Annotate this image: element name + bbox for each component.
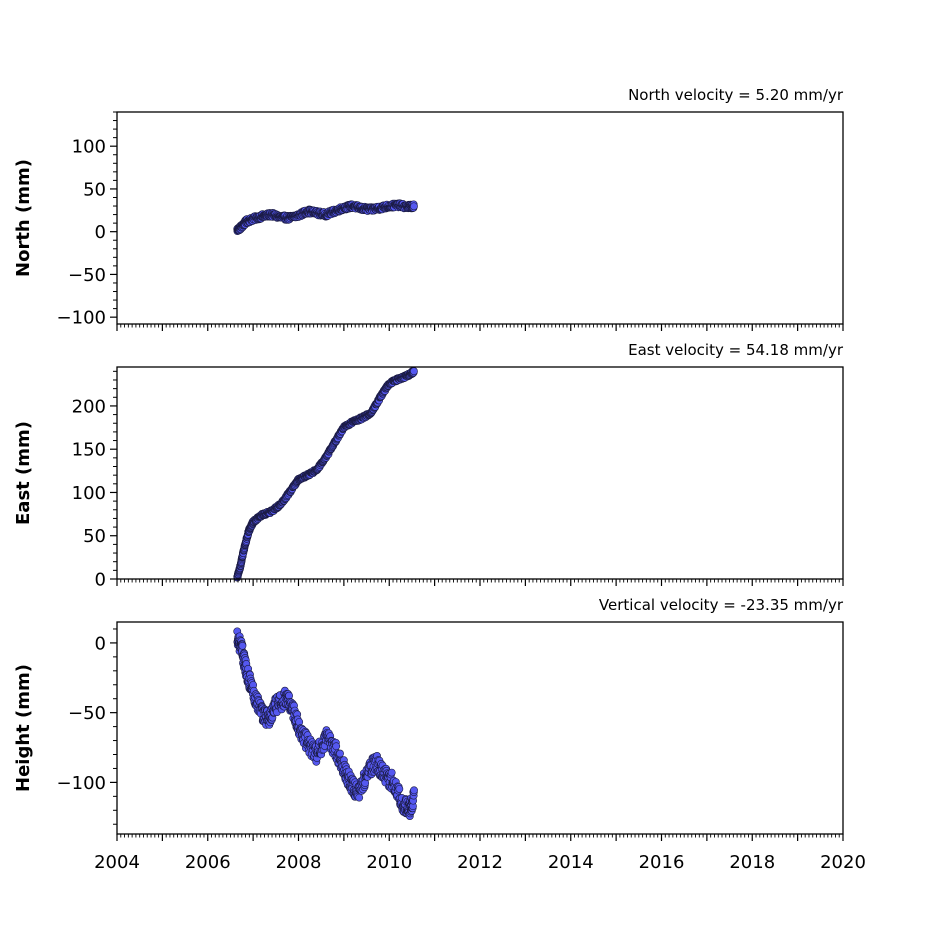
height-data-point: [355, 793, 364, 802]
north-y-tick-label: −100: [57, 308, 106, 329]
north-axes-frame: [116, 111, 844, 325]
height-y-tick-label: 0: [95, 633, 106, 654]
east-data-point: [410, 367, 418, 376]
east-y-tick-label: 150: [72, 440, 106, 461]
east-y-tick-label: 200: [72, 396, 106, 417]
east-velocity-title: East velocity = 54.18 mm/yr: [628, 341, 844, 359]
north-data-point: [410, 202, 418, 211]
east-panel: East velocity = 54.18 mm/yr East (mm) 200 1…: [13, 341, 844, 591]
height-y-tick-label: −100: [57, 773, 106, 794]
north-data-series: [233, 199, 418, 235]
height-data-point: [410, 786, 418, 795]
height-data-point: [238, 641, 247, 650]
height-data-point: [395, 785, 404, 793]
height-data-series: [233, 627, 418, 820]
height-y-axis-label: Height (mm): [13, 664, 34, 792]
north-y-tick-label: −50: [68, 265, 106, 286]
height-data-point: [332, 742, 341, 751]
height-y-tick-label: −50: [68, 703, 106, 724]
north-y-tick-label: 50: [83, 179, 106, 200]
x-tick-label: 2014: [548, 852, 594, 873]
height-panel: Vertical velocity = -23.35 mm/yr Height (…: [13, 596, 866, 873]
height-data-point: [387, 768, 396, 777]
east-y-axis-label: East (mm): [13, 421, 34, 525]
height-axes-frame: [116, 621, 844, 835]
x-tick-label: 2016: [639, 852, 685, 873]
east-y-tick-label: 100: [72, 483, 106, 504]
x-tick-label: 2018: [729, 852, 775, 873]
east-y-tick-label: 0: [95, 570, 106, 591]
x-tick-label: 2008: [276, 852, 322, 873]
north-y-tick-label: 0: [95, 222, 106, 243]
height-data-point: [336, 749, 344, 758]
height-velocity-title: Vertical velocity = -23.35 mm/yr: [599, 596, 844, 614]
east-y-tick-label: 50: [83, 526, 106, 547]
north-y-tick-label: 100: [72, 137, 106, 158]
x-tick-label: 2004: [94, 852, 140, 873]
x-tick-label: 2012: [457, 852, 503, 873]
x-tick-label: 2020: [820, 852, 866, 873]
north-y-axis-label: North (mm): [13, 159, 34, 277]
north-panel: North velocity = 5.20 mm/yr North (mm) 100…: [13, 86, 844, 331]
east-axes-frame: [116, 366, 844, 580]
x-tick-label: 2010: [366, 852, 412, 873]
north-velocity-title: North velocity = 5.20 mm/yr: [628, 86, 844, 104]
x-tick-label: 2006: [185, 852, 231, 873]
east-data-series: [233, 367, 418, 582]
